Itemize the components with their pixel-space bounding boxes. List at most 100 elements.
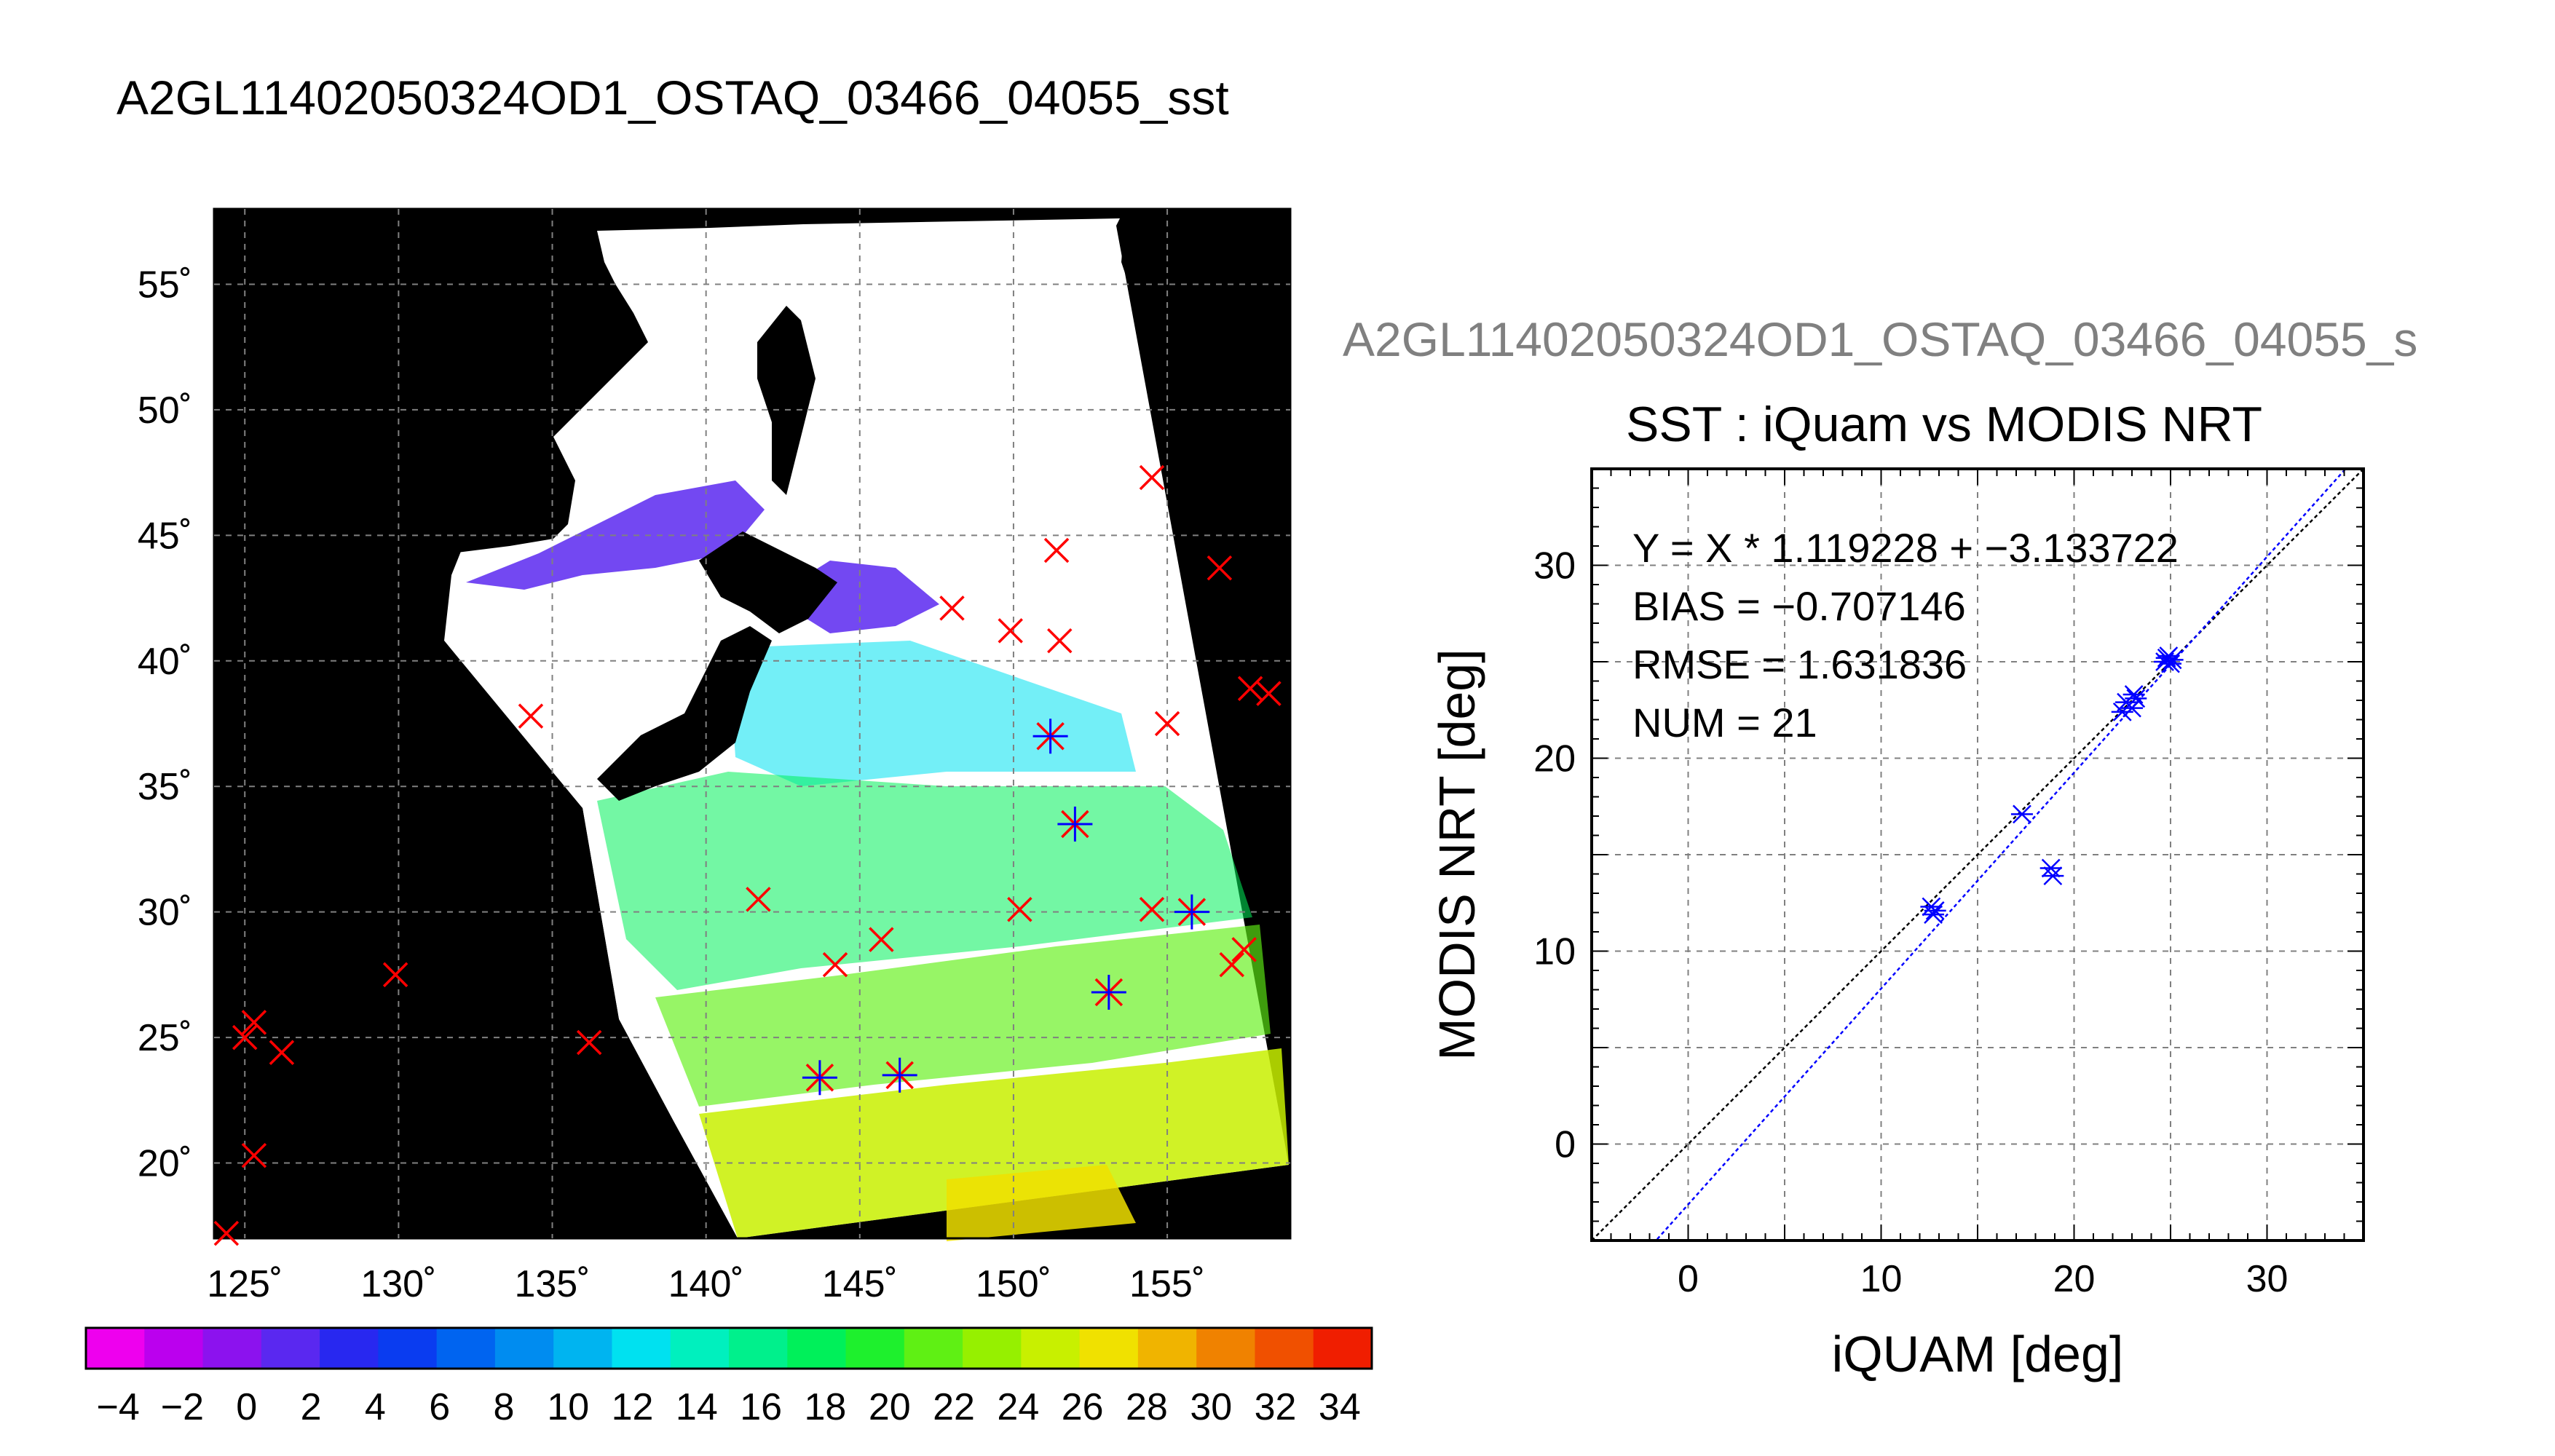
colorbar-cell <box>86 1328 145 1369</box>
colorbar-cell <box>261 1328 320 1369</box>
iquam-marker <box>382 962 408 988</box>
colorbar-tick-label: 2 <box>301 1386 322 1428</box>
colorbar-tick-label: 10 <box>547 1386 589 1428</box>
map-frame <box>213 207 1292 1240</box>
colorbar-tick-label: 14 <box>676 1386 718 1428</box>
colorbar-cell <box>144 1328 204 1369</box>
scatter-annotation: NUM = 21 <box>1632 700 1817 745</box>
colorbar-tick-label: 22 <box>933 1386 975 1428</box>
scatter-y-tick-label: 10 <box>1533 931 1576 973</box>
iquam-marker <box>1231 937 1257 962</box>
land-hokkaido <box>699 531 837 633</box>
scatter-point <box>1922 905 1945 925</box>
map-x-tick-label: 130˚ <box>360 1263 436 1305</box>
colorbar-tick-label: 0 <box>236 1386 257 1428</box>
map-y-tick-label: 40˚ <box>138 641 192 683</box>
scatter-point <box>2121 698 2143 718</box>
iquam-marker <box>822 951 848 978</box>
map-x-tick-label: 125˚ <box>207 1263 283 1305</box>
scatter-point <box>2042 866 2064 886</box>
iquam-marker <box>269 1040 295 1066</box>
map-y-tick-label: 45˚ <box>138 515 192 557</box>
colorbar-cell <box>1079 1328 1139 1369</box>
iquam-marker <box>1007 896 1032 922</box>
map-x-tick-label: 135˚ <box>514 1263 590 1305</box>
scatter-annotations: Y = X * 1.119228 + −3.133722 BIAS = −0.70… <box>1632 525 2179 745</box>
land-honshu <box>597 626 772 801</box>
iquam-marker <box>213 1220 240 1246</box>
iquam-marker <box>1154 711 1180 737</box>
fit-line <box>1654 469 2347 1241</box>
colorbar-cell <box>320 1328 379 1369</box>
sst-cyan-zone <box>728 641 1136 786</box>
colorbar-cell <box>729 1328 788 1369</box>
map-grid <box>214 209 1290 1238</box>
map-markers <box>213 464 1282 1246</box>
scatter-y-label: MODIS NRT [deg] <box>1429 649 1485 1060</box>
colorbar-cell <box>963 1328 1022 1369</box>
iquam-marker <box>241 1142 267 1168</box>
scatter-annotation: Y = X * 1.119228 + −3.133722 <box>1632 525 2179 571</box>
colorbar-tick-label: 26 <box>1062 1386 1104 1428</box>
scatter-grid <box>1592 469 2364 1241</box>
sst-green-zone <box>597 772 1252 990</box>
colorbar-cell <box>494 1328 554 1369</box>
colorbar-tick-label: −2 <box>161 1386 204 1428</box>
temperature-colorbar: −4 −2 0 2 4 6 8 10 12 14 16 18 20 22 24 26 28 30 32 34 <box>84 1326 1373 1428</box>
colorbar-tick-label: 8 <box>493 1386 514 1428</box>
iquam-marker <box>518 703 544 729</box>
colorbar-tick-label: 18 <box>805 1386 847 1428</box>
scatter-point <box>2125 689 2147 708</box>
map-y-tick-label: 30˚ <box>138 892 192 934</box>
colorbar-cell <box>436 1328 496 1369</box>
map-x-tick-label: 155˚ <box>1129 1263 1205 1305</box>
matched-marker <box>1057 806 1093 842</box>
matched-marker <box>802 1060 837 1096</box>
scatter-point <box>2039 858 2062 878</box>
matched-marker <box>1032 719 1068 754</box>
iquam-marker <box>232 1024 258 1051</box>
iquam-marker <box>1237 676 1263 701</box>
sst-map: 125˚ 130˚ 135˚ 140˚ 145˚ 150˚ 155˚ 55˚ 50˚ 45˚ 40… <box>138 207 1292 1305</box>
iquam-marker <box>939 596 965 621</box>
colorbar-tick-label: 34 <box>1319 1386 1361 1428</box>
colorbar-cell <box>904 1328 963 1369</box>
land-kamchatka <box>1121 218 1165 335</box>
scatter-point <box>2010 804 2033 824</box>
iquam-marker <box>1047 628 1073 654</box>
land-mainland <box>214 209 738 1238</box>
scatter-x-label: iQUAM [deg] <box>1832 1326 2124 1382</box>
map-y-tick-label: 20˚ <box>138 1143 192 1185</box>
colorbar-cell <box>1196 1328 1256 1369</box>
scatter-title: SST : iQuam vs MODIS NRT <box>1626 397 2263 452</box>
map-y-tick-label: 55˚ <box>138 264 192 306</box>
scatter-lines <box>1592 469 2364 1241</box>
matched-marker <box>1174 894 1209 930</box>
colorbar-cell <box>787 1328 847 1369</box>
land-sakhalin <box>757 306 816 495</box>
scatter-y-tick-label: 0 <box>1555 1124 1576 1166</box>
colorbar-tick-label: 6 <box>429 1386 450 1428</box>
iquam-marker <box>1207 555 1233 581</box>
scatter-point <box>2161 650 2184 670</box>
colorbar-frame <box>84 1326 1373 1370</box>
colorbar-cell <box>670 1328 730 1369</box>
map-x-tick-labels: 125˚ 130˚ 135˚ 140˚ 145˚ 150˚ 155˚ <box>207 1263 1205 1305</box>
map-x-tick-label: 150˚ <box>976 1263 1051 1305</box>
sst-warm-zone <box>947 1165 1136 1241</box>
matched-marker <box>1091 975 1126 1010</box>
sst-yellow-zone <box>699 1048 1289 1238</box>
iquam-marker <box>1139 464 1165 491</box>
colorbar-tick-label: 20 <box>869 1386 911 1428</box>
scatter-file-title: A2GL11402050324OD1_OSTAQ_03466_04055_s <box>1343 312 2418 366</box>
scatter-x-tick-label: 30 <box>2246 1258 2289 1300</box>
colorbar-cell <box>378 1328 438 1369</box>
scatter-x-tick-label: 10 <box>1860 1258 1903 1300</box>
colorbar-cell <box>1021 1328 1081 1369</box>
colorbar-cell <box>1313 1328 1373 1369</box>
colorbar-tick-labels: −4 −2 0 2 4 6 8 10 12 14 16 18 20 22 24 26 28 30 32 34 <box>97 1386 1361 1428</box>
colorbar-cell <box>1137 1328 1197 1369</box>
scatter-points <box>1920 646 2184 925</box>
colorbar-tick-label: 30 <box>1190 1386 1232 1428</box>
colorbar-cell <box>202 1328 262 1369</box>
